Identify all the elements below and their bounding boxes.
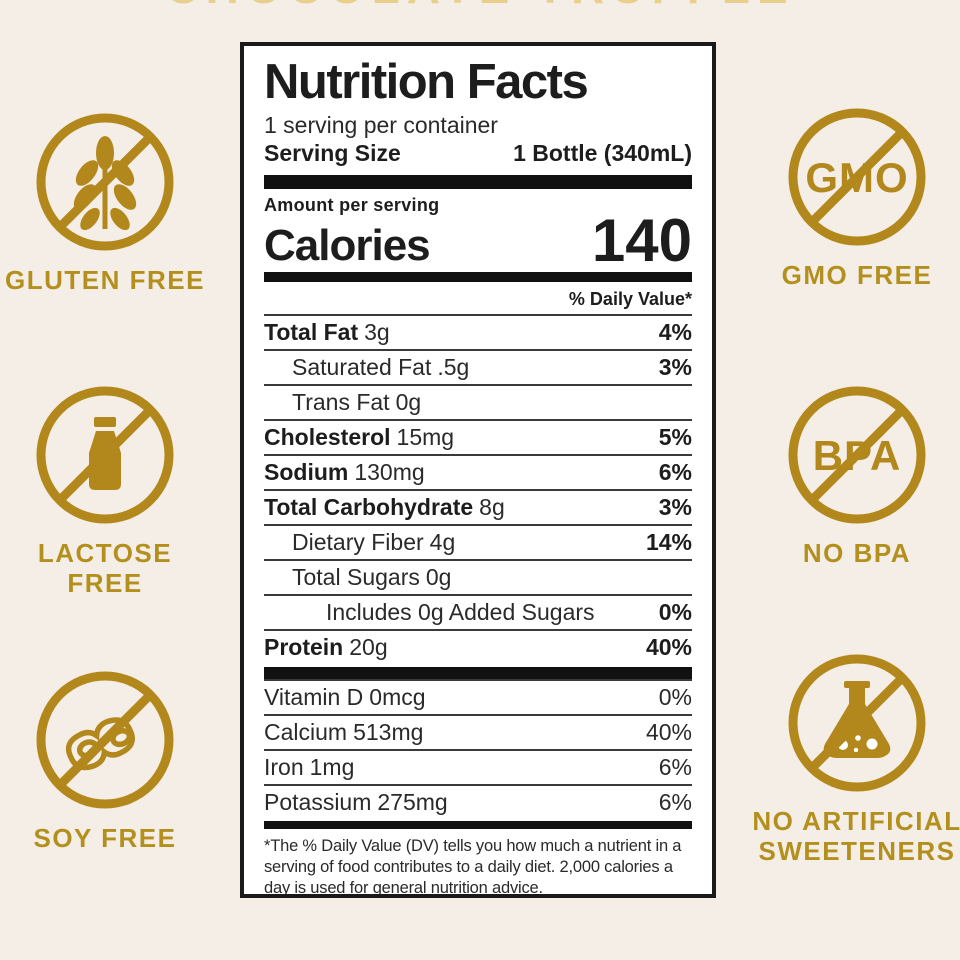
badge-no-artificial-sweeteners: NO ARTIFICIAL SWEETENERS	[742, 648, 960, 867]
nutrient-amount: 15mg	[396, 424, 455, 450]
vitamin-daily-value: 40%	[645, 719, 692, 745]
thick-divider	[264, 175, 692, 189]
gmo-free-icon: GMO	[788, 108, 926, 246]
thick-divider	[264, 667, 692, 679]
vitamin-name: Iron	[264, 754, 304, 780]
nutrient-row: Total Sugars 0g	[264, 559, 692, 594]
nutrient-amount: 8g	[479, 494, 505, 520]
vitamin-row: Potassium 275mg 6%	[264, 784, 692, 819]
vitamin-row: Vitamin D 0mcg 0%	[264, 679, 692, 714]
thick-divider	[264, 821, 692, 829]
vitamin-amount: 0mcg	[369, 684, 426, 710]
badge-label-line2: SWEETENERS	[758, 835, 956, 866]
badge-soy-free: SOY FREE	[0, 665, 210, 854]
cropped-product-title: CHOCOLATE TRUFFLE	[0, 0, 960, 14]
serving-size-label: Serving Size	[264, 140, 401, 167]
daily-value-footnote: *The % Daily Value (DV) tells you how mu…	[264, 837, 682, 898]
nutrient-row: Includes 0g Added Sugars 0%	[264, 594, 692, 629]
nutrient-name: Includes 0g Added Sugars	[326, 599, 595, 625]
nutrient-row: Sodium 130mg 6%	[264, 454, 692, 489]
daily-value-header: % Daily Value*	[568, 289, 692, 309]
badge-label: GMO FREE	[781, 260, 933, 290]
nutrition-facts-label: Nutrition Facts 1 serving per container …	[240, 42, 716, 898]
nutrient-name: Total Sugars	[292, 564, 420, 590]
nutrient-row: Cholesterol 15mg 5%	[264, 419, 692, 454]
nutrient-row: Trans Fat 0g	[264, 384, 692, 419]
nutrient-daily-value: 4%	[658, 319, 692, 345]
nutrient-name: Protein	[264, 634, 344, 660]
badge-label: LACTOSE FREE	[37, 538, 173, 598]
vitamin-name: Potassium	[264, 789, 372, 815]
nutrient-daily-value: 3%	[658, 354, 692, 380]
vitamin-amount: 275mg	[377, 789, 448, 815]
nutrient-row: Dietary Fiber 4g 14%	[264, 524, 692, 559]
lactose-free-icon	[36, 386, 174, 524]
vitamin-rows: Vitamin D 0mcg 0% Calcium 513mg 40% Iron…	[264, 679, 692, 819]
servings-per-container: 1 serving per container	[264, 111, 498, 138]
nutrient-amount: 130mg	[354, 459, 425, 485]
gluten-free-icon	[36, 113, 174, 251]
vitamin-name: Vitamin D	[264, 684, 364, 710]
badge-gmo-free: GMO GMO FREE	[752, 102, 960, 291]
nutrient-amount: 0g	[425, 564, 452, 590]
no-bpa-icon: BPA	[788, 386, 926, 524]
soy-free-icon	[36, 671, 174, 809]
calories-label: Calories	[264, 221, 431, 270]
badge-gluten-free: GLUTEN FREE	[0, 107, 210, 296]
vitamin-name: Calcium	[264, 719, 348, 745]
nutrient-row: Total Fat 3g 4%	[264, 314, 692, 349]
nutrient-name: Total Carbohydrate	[264, 494, 474, 520]
nutrient-row: Total Carbohydrate 8g 3%	[264, 489, 692, 524]
badge-no-bpa: BPA NO BPA	[752, 380, 960, 569]
nutrient-daily-value: 40%	[645, 634, 692, 660]
nutrient-daily-value: 3%	[658, 494, 692, 520]
nutrient-name: Saturated Fat	[292, 354, 432, 380]
badge-label-line1: NO ARTIFICIAL	[752, 806, 960, 836]
vitamin-row: Calcium 513mg 40%	[264, 714, 692, 749]
serving-size-value: 1 Bottle (340mL)	[513, 140, 692, 167]
vitamin-row: Iron 1mg 6%	[264, 749, 692, 784]
badge-label: GLUTEN FREE	[5, 265, 205, 295]
nutrient-name: Dietary Fiber	[292, 529, 424, 555]
nutrient-name: Trans Fat	[292, 389, 390, 415]
nutrient-rows: Total Fat 3g 4% Saturated Fat .5g 3% Tra…	[264, 314, 692, 664]
vitamin-daily-value: 6%	[658, 789, 692, 815]
badge-label: NO ARTIFICIAL SWEETENERS	[742, 806, 960, 867]
nutrient-daily-value: 0%	[658, 599, 692, 625]
amount-per-serving-label: Amount per serving	[264, 195, 440, 215]
vitamin-daily-value: 6%	[658, 754, 692, 780]
nutrient-amount: 3g	[364, 319, 390, 345]
nutrient-amount: .5g	[437, 354, 470, 380]
calories-row: Calories 140	[264, 207, 692, 274]
nutrient-amount: 4g	[429, 529, 456, 555]
badge-label: SOY FREE	[33, 823, 177, 853]
nutrient-name: Total Fat	[264, 319, 359, 345]
vitamin-amount: 1mg	[309, 754, 355, 780]
vitamin-amount: 513mg	[353, 719, 424, 745]
nutrient-daily-value: 6%	[658, 459, 692, 485]
thick-divider	[264, 272, 692, 282]
no-artificial-sweeteners-icon	[788, 654, 926, 792]
nutrient-daily-value: 14%	[645, 529, 692, 555]
nutrient-amount: 0g	[395, 389, 422, 415]
nutrient-row: Saturated Fat .5g 3%	[264, 349, 692, 384]
badge-lactose-free: LACTOSE FREE	[0, 380, 210, 599]
serving-size-row: Serving Size 1 Bottle (340mL)	[264, 140, 692, 168]
badge-label: NO BPA	[802, 538, 912, 568]
nutrient-amount: 20g	[349, 634, 388, 660]
nutrient-name: Sodium	[264, 459, 349, 485]
nutrient-row: Protein 20g 40%	[264, 629, 692, 664]
nutrient-name: Cholesterol	[264, 424, 391, 450]
vitamin-daily-value: 0%	[658, 684, 692, 710]
nutrient-daily-value: 5%	[658, 424, 692, 450]
calories-value: 140	[591, 207, 692, 274]
nutrition-facts-title: Nutrition Facts	[264, 55, 589, 109]
